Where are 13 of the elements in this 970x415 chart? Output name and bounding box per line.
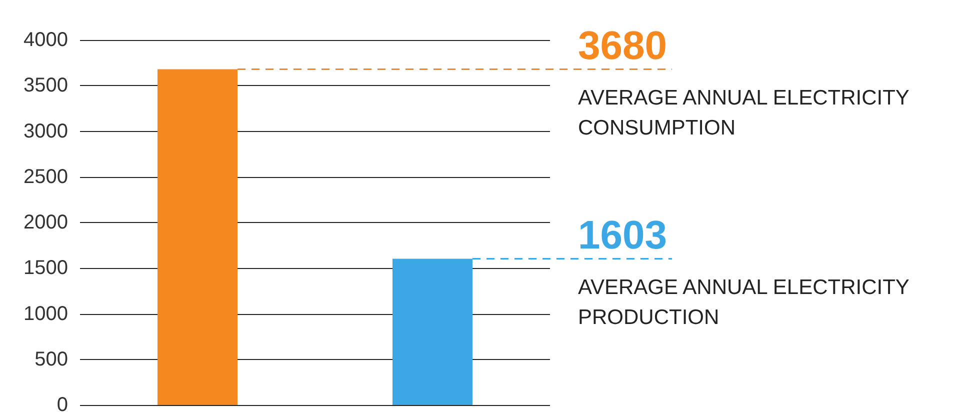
annotation: 1603 bbox=[578, 214, 667, 258]
y-tick-label: 2000 bbox=[24, 212, 68, 234]
annotation: 3680 bbox=[578, 24, 667, 68]
y-tick-label: 500 bbox=[34, 348, 68, 370]
text: AVERAGE ANNUAL ELECTRICITY PRODUCTION bbox=[578, 276, 915, 330]
y-tick-label: 1000 bbox=[24, 302, 68, 325]
y-tick-label: 4000 bbox=[24, 29, 68, 51]
y-tick-label: 2500 bbox=[24, 166, 68, 188]
y-tick-label: 1500 bbox=[24, 257, 68, 280]
y-tick-label: 0 bbox=[56, 394, 68, 415]
text: AVERAGE ANNUAL ELECTRICITY CONSUMPTION bbox=[578, 86, 915, 140]
y-tick-label: 3500 bbox=[24, 74, 68, 97]
y-tick-label: 3000 bbox=[24, 120, 68, 142]
